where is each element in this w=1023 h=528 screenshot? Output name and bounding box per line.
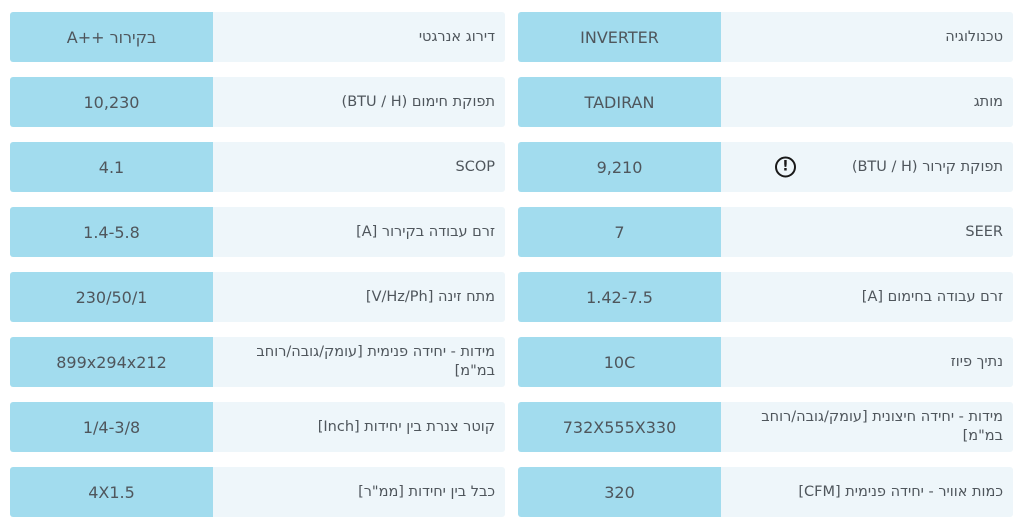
spec-row: תפוקת חימום (BTU / H) 10,230 bbox=[10, 77, 505, 127]
spec-column-right: טכנולוגיה INVERTER מותג TADIRAN תפוקת קי… bbox=[518, 12, 1013, 517]
spec-label-cell: קוטר צנרת בין יחידות [Inch] bbox=[213, 402, 505, 452]
spec-label-cell: זרם עבודה בקירור [A] bbox=[213, 207, 505, 257]
spec-row: מתח זינה [V/Hz/Ph] 230/50/1 bbox=[10, 272, 505, 322]
spec-row: כמות אוויר - יחידה פנימית [CFM] 320 bbox=[518, 467, 1013, 517]
spec-row: SCOP 4.1 bbox=[10, 142, 505, 192]
spec-label-text: SEER bbox=[965, 223, 1003, 240]
spec-label-cell: כמות אוויר - יחידה פנימית [CFM] bbox=[721, 467, 1013, 517]
spec-label-text: מותג bbox=[973, 93, 1003, 110]
spec-value-cell: 1.4-5.8 bbox=[10, 207, 213, 257]
spec-label-text: דירוג אנרגטי bbox=[418, 28, 495, 45]
spec-row: תפוקת קירור (BTU / H) ! 9,210 bbox=[518, 142, 1013, 192]
spec-label-text: נתיך פיוז bbox=[950, 353, 1003, 370]
spec-row: מידות - יחידה פנימית [עומק/גובה/רוחב במ"… bbox=[10, 337, 505, 387]
spec-row: SEER 7 bbox=[518, 207, 1013, 257]
spec-label-text: תפוקת קירור (BTU / H) bbox=[851, 158, 1003, 175]
spec-value-cell: 320 bbox=[518, 467, 721, 517]
spec-label-cell: זרם עבודה בחימום [A] bbox=[721, 272, 1013, 322]
spec-row: נתיך פיוז 10C bbox=[518, 337, 1013, 387]
spec-table: טכנולוגיה INVERTER מותג TADIRAN תפוקת קי… bbox=[10, 12, 1013, 517]
spec-value-cell: 7 bbox=[518, 207, 721, 257]
spec-label-text: כמות אוויר - יחידה פנימית [CFM] bbox=[798, 483, 1003, 500]
spec-label-cell: מתח זינה [V/Hz/Ph] bbox=[213, 272, 505, 322]
spec-row: מידות - יחידה חיצונית [עומק/גובה/רוחב במ… bbox=[518, 402, 1013, 452]
spec-label-cell: נתיך פיוז bbox=[721, 337, 1013, 387]
spec-column-left: דירוג אנרגטי A++ בקירור תפוקת חימום (BTU… bbox=[10, 12, 505, 517]
spec-label-text: קוטר צנרת בין יחידות [Inch] bbox=[317, 418, 495, 435]
warning-circle-icon[interactable]: ! bbox=[775, 156, 796, 178]
spec-label-text: SCOP bbox=[455, 158, 496, 175]
spec-value-cell: 230/50/1 bbox=[10, 272, 213, 322]
spec-value-cell: 1/4-3/8 bbox=[10, 402, 213, 452]
spec-value-cell: 10,230 bbox=[10, 77, 213, 127]
spec-label-text: מידות - יחידה חיצונית [עומק/גובה/רוחב במ… bbox=[761, 409, 1003, 444]
spec-label-cell: טכנולוגיה bbox=[721, 12, 1013, 62]
spec-label-cell: מותג bbox=[721, 77, 1013, 127]
spec-row: זרם עבודה בחימום [A] 1.42-7.5 bbox=[518, 272, 1013, 322]
spec-label-cell: תפוקת קירור (BTU / H) ! bbox=[721, 142, 1013, 192]
spec-label-cell: דירוג אנרגטי bbox=[213, 12, 505, 62]
spec-value-cell: 4X1.5 bbox=[10, 467, 213, 517]
spec-label-text: זרם עבודה בקירור [A] bbox=[356, 223, 495, 240]
spec-row: זרם עבודה בקירור [A] 1.4-5.8 bbox=[10, 207, 505, 257]
spec-value-cell: 4.1 bbox=[10, 142, 213, 192]
spec-label-text: מתח זינה [V/Hz/Ph] bbox=[365, 288, 495, 305]
spec-label-text: מידות - יחידה פנימית [עומק/גובה/רוחב במ"… bbox=[256, 344, 495, 379]
spec-value-cell: 9,210 bbox=[518, 142, 721, 192]
spec-row: מותג TADIRAN bbox=[518, 77, 1013, 127]
spec-row: דירוג אנרגטי A++ בקירור bbox=[10, 12, 505, 62]
spec-label-cell: SEER bbox=[721, 207, 1013, 257]
spec-value-cell: A++ בקירור bbox=[10, 12, 213, 62]
spec-label-cell: מידות - יחידה פנימית [עומק/גובה/רוחב במ"… bbox=[213, 337, 505, 387]
spec-label-cell: תפוקת חימום (BTU / H) bbox=[213, 77, 505, 127]
spec-value-cell: 1.42-7.5 bbox=[518, 272, 721, 322]
spec-row: קוטר צנרת בין יחידות [Inch] 1/4-3/8 bbox=[10, 402, 505, 452]
spec-row: כבל בין יחידות [ממ"ר] 4X1.5 bbox=[10, 467, 505, 517]
spec-label-text: זרם עבודה בחימום [A] bbox=[861, 288, 1003, 305]
spec-label-text: כבל בין יחידות [ממ"ר] bbox=[358, 483, 495, 500]
spec-value-cell: 732X555X330 bbox=[518, 402, 721, 452]
spec-label-text: טכנולוגיה bbox=[945, 28, 1003, 45]
spec-label-cell: SCOP bbox=[213, 142, 505, 192]
spec-label-cell: כבל בין יחידות [ממ"ר] bbox=[213, 467, 505, 517]
spec-label-text: תפוקת חימום (BTU / H) bbox=[341, 93, 495, 110]
spec-value-cell: 10C bbox=[518, 337, 721, 387]
spec-value-cell: TADIRAN bbox=[518, 77, 721, 127]
spec-row: טכנולוגיה INVERTER bbox=[518, 12, 1013, 62]
spec-label-cell: מידות - יחידה חיצונית [עומק/גובה/רוחב במ… bbox=[721, 402, 1013, 452]
spec-value-cell: INVERTER bbox=[518, 12, 721, 62]
spec-value-cell: 899x294x212 bbox=[10, 337, 213, 387]
